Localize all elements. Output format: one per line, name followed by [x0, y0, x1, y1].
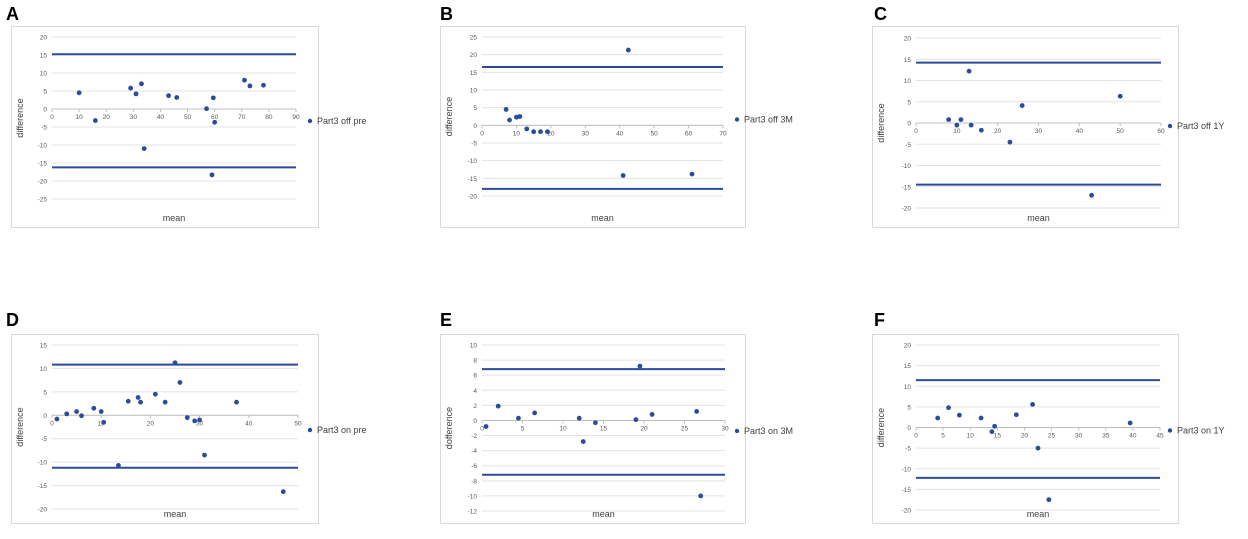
legend-label: Part3 off 3M — [744, 115, 793, 125]
panel-label: B — [440, 4, 453, 24]
chart-frame — [440, 334, 746, 524]
panel-label: C — [874, 4, 887, 24]
panel-label: F — [874, 310, 885, 330]
legend-label: Part3 on pre — [317, 425, 367, 435]
chart-frame — [11, 26, 319, 228]
panel-label: A — [6, 4, 19, 24]
legend-label: Part3 off pre — [317, 116, 366, 126]
panel-label: D — [6, 310, 19, 330]
legend-label: Part3 on 1Y — [1177, 426, 1225, 436]
chart-frame — [11, 334, 319, 524]
legend-label: Part3 on 3M — [744, 426, 793, 436]
legend-label: Part3 off 1Y — [1177, 121, 1224, 131]
chart-frame — [872, 26, 1179, 228]
chart-frame — [872, 334, 1179, 524]
panel-label: E — [440, 310, 453, 330]
chart-frame — [440, 26, 746, 228]
